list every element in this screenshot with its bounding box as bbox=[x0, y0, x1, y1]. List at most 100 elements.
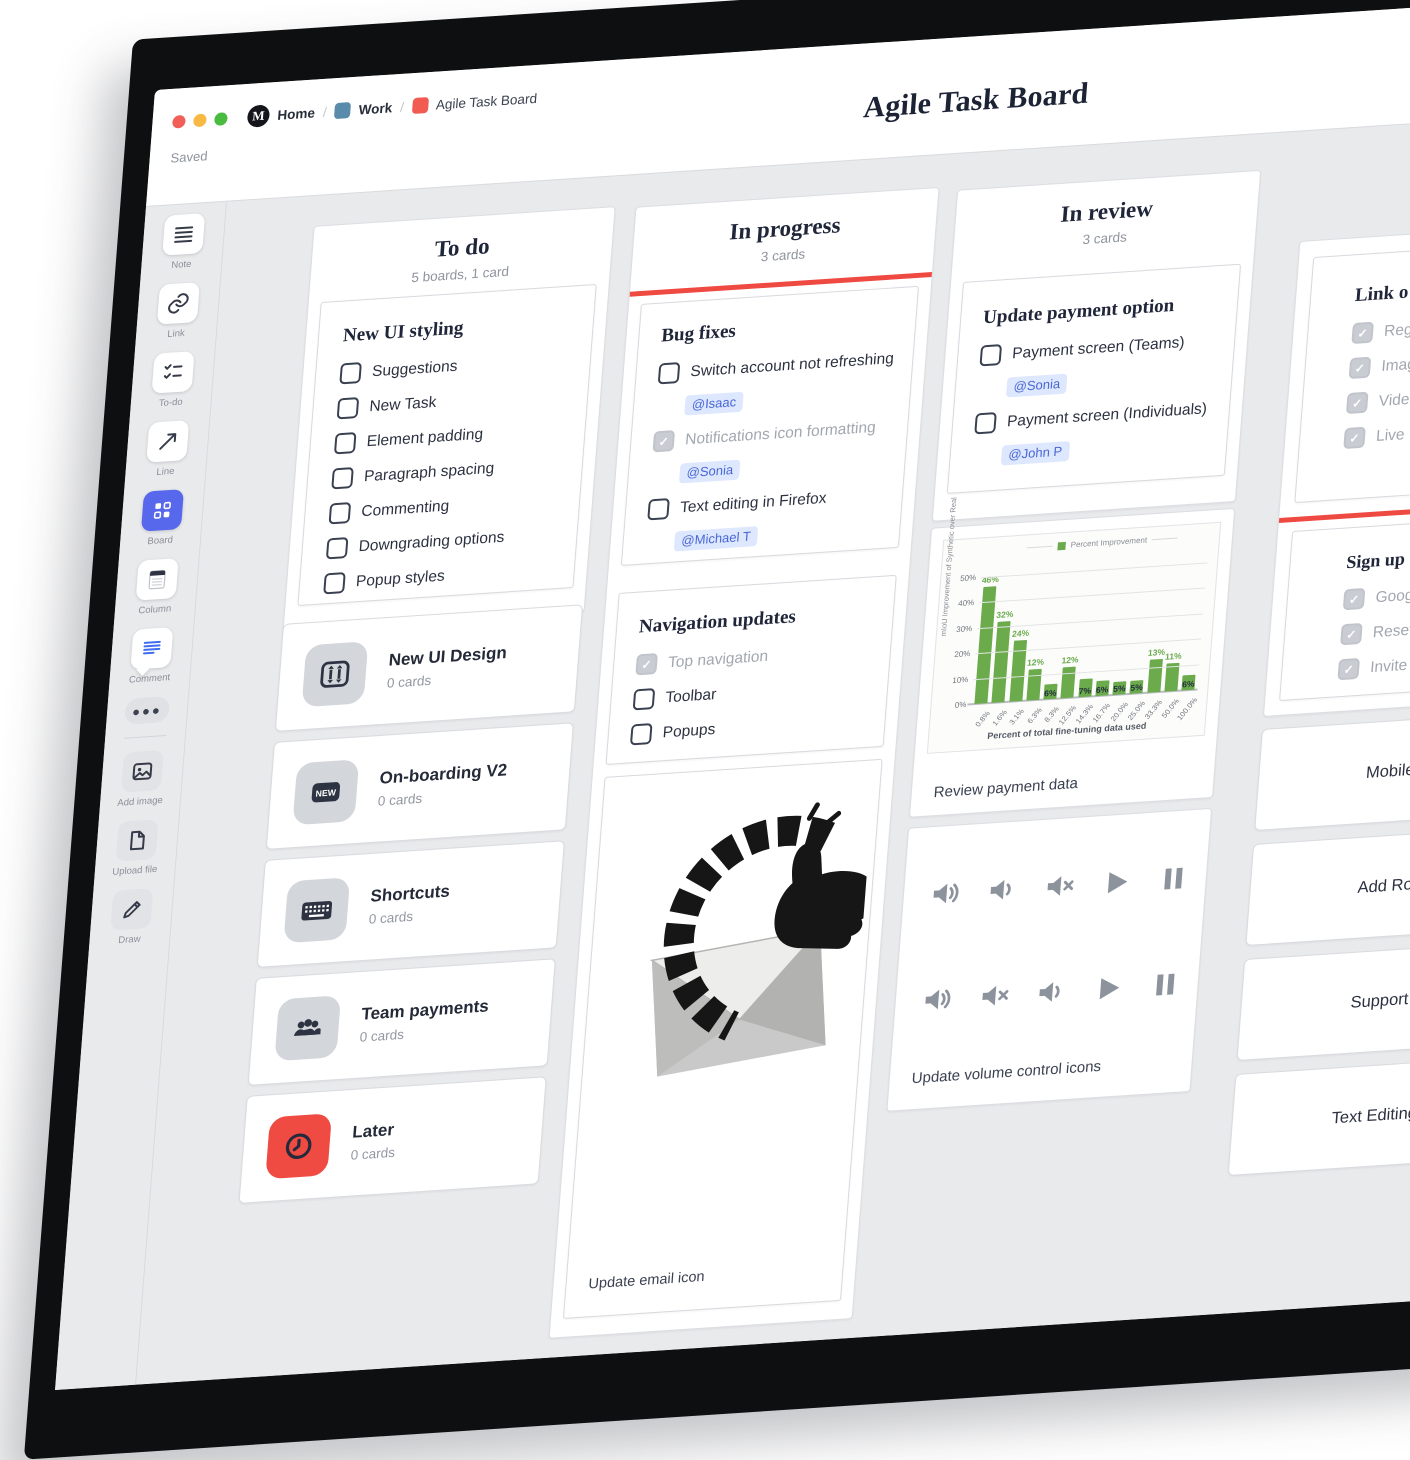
checkbox-icon[interactable] bbox=[323, 572, 346, 595]
checklist-item[interactable]: Popups bbox=[629, 708, 886, 746]
breadcrumb-work[interactable]: Work bbox=[358, 99, 393, 118]
checklist-item[interactable]: ✓ Reset bbox=[1340, 610, 1410, 646]
board-tile-shortcuts[interactable]: Shortcuts 0 cards bbox=[256, 840, 565, 968]
current-board-icon[interactable] bbox=[411, 96, 429, 115]
checkbox-checked-icon[interactable]: ✓ bbox=[1340, 622, 1363, 646]
checklist-item[interactable]: ✓ Live bbox=[1343, 413, 1410, 450]
checklist-item[interactable]: ✓ Top navigation bbox=[635, 638, 891, 676]
column-partial-right[interactable]: Link o ✓ Reg ✓ Imag ✓ Vide ✓ Live Sign up ✓ Goog… bbox=[1262, 221, 1410, 718]
chart-bar-label: 11% bbox=[1164, 650, 1182, 662]
chart-ytick: 0% bbox=[954, 700, 967, 710]
checklist-item[interactable]: Switch account not refreshing bbox=[657, 347, 914, 385]
checkbox-checked-icon[interactable]: ✓ bbox=[1337, 657, 1361, 681]
close-window-button[interactable] bbox=[171, 114, 186, 129]
checklist-item[interactable]: Commenting bbox=[328, 487, 581, 525]
chart-bar: 6% bbox=[1181, 674, 1196, 691]
checklist-item[interactable]: Element padding bbox=[333, 417, 586, 455]
clock-icon bbox=[265, 1113, 333, 1180]
checklist-item-label: Invite bbox=[1369, 656, 1408, 676]
app-logo-icon[interactable]: M bbox=[246, 104, 271, 128]
checklist-item[interactable]: ✓ Notifications icon formatting bbox=[652, 415, 908, 453]
checkbox-icon[interactable] bbox=[328, 502, 352, 525]
card-update-payment[interactable]: Update payment option Payment screen (Te… bbox=[946, 263, 1242, 494]
checkbox-checked-icon[interactable]: ✓ bbox=[1351, 321, 1374, 345]
tool-draw-button[interactable] bbox=[110, 888, 154, 931]
checkbox-icon[interactable] bbox=[647, 498, 670, 521]
tool-todo-button[interactable] bbox=[151, 351, 195, 394]
tool-label: Line bbox=[156, 465, 175, 478]
checklist-item[interactable]: Paragraph spacing bbox=[331, 452, 583, 490]
checkbox-checked-icon[interactable]: ✓ bbox=[1343, 426, 1366, 450]
card-link-options[interactable]: Link o ✓ Reg ✓ Imag ✓ Vide ✓ Live bbox=[1294, 239, 1410, 504]
board-tile-later[interactable]: Later 0 cards bbox=[238, 1076, 547, 1204]
checkbox-icon[interactable] bbox=[331, 467, 354, 490]
checkbox-icon[interactable] bbox=[657, 362, 681, 385]
checklist-item[interactable]: Popup styles bbox=[323, 557, 575, 595]
checkbox-checked-icon[interactable]: ✓ bbox=[1348, 356, 1372, 380]
checklist-item[interactable]: Suggestions bbox=[339, 347, 591, 385]
card-sign-up[interactable]: Sign up ✓ Goog ✓ Reset ✓ Invite bbox=[1279, 513, 1410, 702]
tool-board-button[interactable] bbox=[140, 489, 185, 532]
checklist-item[interactable]: ✓ Invite bbox=[1337, 645, 1410, 681]
checklist-item[interactable]: ✓ Reg bbox=[1351, 308, 1410, 345]
checkbox-checked-icon[interactable]: ✓ bbox=[1345, 391, 1369, 415]
column-in-review[interactable]: In review 3 cards Update payment option … bbox=[931, 169, 1262, 522]
card-bug-fixes[interactable]: Bug fixes Switch account not refreshing @… bbox=[620, 285, 920, 566]
board-tile-team-payments[interactable]: Team payments 0 cards bbox=[247, 958, 556, 1086]
checkbox-checked-icon[interactable]: ✓ bbox=[1342, 587, 1366, 611]
checklist-item[interactable]: Payment screen (Teams) bbox=[979, 329, 1235, 367]
user-mention-badge[interactable]: @Michael T bbox=[673, 526, 759, 552]
checkbox-icon[interactable] bbox=[339, 362, 362, 385]
checkbox-checked-icon[interactable]: ✓ bbox=[652, 430, 676, 453]
breadcrumb-current[interactable]: Agile Task Board bbox=[435, 90, 538, 112]
breadcrumb-home[interactable]: Home bbox=[276, 104, 316, 123]
checklist-item[interactable]: Toolbar bbox=[632, 673, 889, 711]
user-mention-badge[interactable]: @John P bbox=[1000, 441, 1070, 466]
checklist-item[interactable]: ✓ Vide bbox=[1345, 378, 1410, 415]
card-email-image[interactable]: Update email icon bbox=[562, 758, 883, 1319]
checklist-item[interactable]: New Task bbox=[336, 382, 589, 420]
play-icon bbox=[1100, 866, 1133, 899]
checkbox-checked-icon[interactable]: ✓ bbox=[635, 653, 658, 676]
zoom-window-button[interactable] bbox=[213, 111, 228, 126]
checkbox-icon[interactable] bbox=[632, 688, 656, 711]
tool-upload-file-button[interactable] bbox=[115, 819, 159, 862]
volume-mute-icon bbox=[978, 979, 1011, 1012]
card-volume-icons[interactable]: Update volume control icons bbox=[886, 807, 1213, 1112]
checkbox-icon[interactable] bbox=[974, 412, 997, 435]
checkbox-icon[interactable] bbox=[336, 397, 360, 420]
tool-note-button[interactable] bbox=[162, 213, 206, 256]
work-board-icon[interactable] bbox=[334, 102, 352, 120]
checklist-item[interactable]: Text editing in Firefox bbox=[647, 483, 903, 521]
card-new-ui-styling[interactable]: New UI styling Suggestions New Task Elemen… bbox=[297, 283, 597, 607]
board-tile-on-boarding-v2[interactable]: NEW On-boarding V2 0 cards bbox=[265, 722, 575, 850]
column-in-progress[interactable]: In progress 3 cards Bug fixes Switch acc… bbox=[548, 186, 940, 1339]
board-tile-support-for[interactable]: Support for bbox=[1236, 939, 1410, 1062]
user-mention-badge[interactable]: @Sonia bbox=[678, 459, 741, 484]
checkbox-icon[interactable] bbox=[333, 432, 357, 455]
checkbox-icon[interactable] bbox=[325, 537, 349, 560]
tool-add-image-button[interactable] bbox=[120, 750, 164, 793]
checklist-item[interactable]: Downgrading options bbox=[325, 522, 578, 560]
user-mention-badge[interactable]: @Sonia bbox=[1005, 373, 1068, 398]
minimize-window-button[interactable] bbox=[192, 112, 207, 127]
column-todo[interactable]: To do 5 boards, 1 card New UI styling Su… bbox=[282, 206, 616, 632]
tool-more-button[interactable]: ●●● bbox=[124, 695, 171, 725]
tool-comment-button[interactable] bbox=[130, 627, 174, 676]
board-tile-new-ui-design[interactable]: New UI Design 0 cards bbox=[274, 604, 584, 732]
checkbox-icon[interactable] bbox=[629, 723, 653, 746]
board-tile-add-roles-t[interactable]: Add Roles t bbox=[1245, 824, 1410, 947]
checklist-item[interactable]: ✓ Goog bbox=[1342, 575, 1410, 611]
tool-line-button[interactable] bbox=[146, 420, 190, 463]
card-chart-image[interactable]: Percent Improvement 46% 32% 24% 12% 6% 12% 7% 6… bbox=[908, 497, 1236, 818]
board-tile-text-editing-u[interactable]: Text Editing U bbox=[1227, 1054, 1410, 1177]
board-tile-mobile-view[interactable]: Mobile view bbox=[1254, 709, 1410, 832]
tool-label: Board bbox=[147, 534, 174, 548]
user-mention-badge[interactable]: @Isaac bbox=[684, 391, 744, 416]
checklist-item[interactable]: ✓ Imag bbox=[1348, 343, 1410, 380]
tool-link-button[interactable] bbox=[156, 282, 200, 325]
tool-column-button[interactable] bbox=[135, 558, 179, 601]
checklist-item[interactable]: Payment screen (Individuals) bbox=[974, 397, 1230, 435]
card-navigation-updates[interactable]: Navigation updates ✓ Top navigation Toolba… bbox=[605, 574, 897, 765]
checkbox-icon[interactable] bbox=[979, 344, 1003, 367]
